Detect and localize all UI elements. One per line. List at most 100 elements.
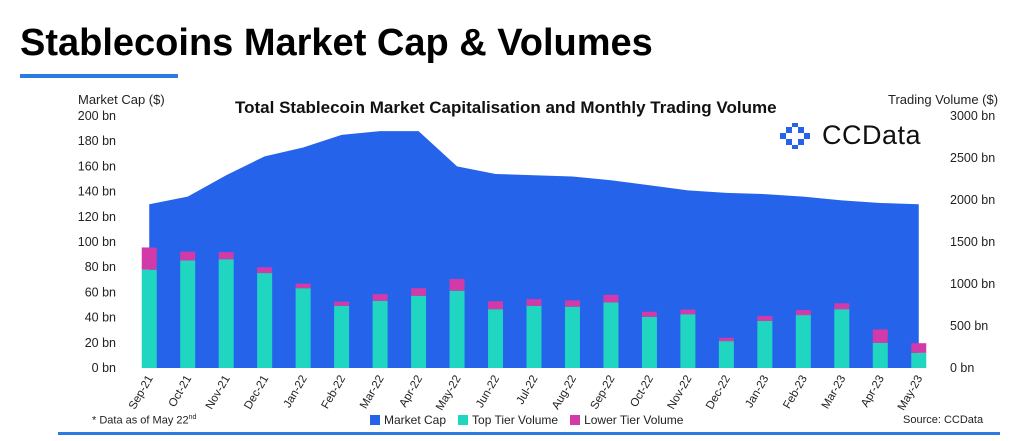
x-tick-label: Jan-23 (743, 374, 771, 410)
bar-lower-tier-Oct-21 (180, 251, 196, 261)
left-tick-label: 40 bn (85, 311, 116, 325)
bar-lower-tier-Apr-22 (411, 288, 427, 296)
bar-lower-tier-Aug-22 (564, 300, 580, 307)
bar-top-tier-May-23 (911, 352, 927, 368)
bar-lower-tier-Mar-22 (372, 294, 388, 301)
footnote: * Data as of May 22nd (92, 414, 196, 427)
bar-top-tier-Dec-22 (718, 341, 734, 368)
ccdata-logo-icon (780, 122, 810, 149)
bar-top-tier-Feb-23 (795, 315, 811, 368)
x-tick-label: Nov-22 (666, 374, 695, 412)
left-tick-label: 180 bn (78, 134, 116, 148)
bar-lower-tier-Nov-21 (218, 252, 234, 260)
page-title: Stablecoins Market Cap & Volumes (20, 22, 653, 64)
x-tick-label: Jun-22 (474, 374, 502, 410)
bar-top-tier-Jul-22 (526, 305, 542, 368)
legend-item-market-cap: Market Cap (370, 413, 446, 427)
source-note: Source: CCData (903, 414, 984, 426)
x-tick-label: Nov-21 (204, 374, 233, 412)
x-tick-label: Dec-21 (242, 374, 271, 412)
bar-lower-tier-Sep-22 (603, 294, 619, 303)
bar-top-tier-Apr-23 (872, 342, 888, 368)
legend-swatch-top-tier (458, 415, 469, 425)
x-tick-label: Jul-22 (515, 374, 541, 407)
x-tick-label: Apr-23 (859, 374, 887, 410)
bar-lower-tier-Jan-23 (757, 315, 773, 321)
left-tick-label: 120 bn (78, 210, 116, 224)
left-tick-label: 200 bn (78, 109, 116, 123)
bar-lower-tier-Jan-22 (295, 283, 311, 289)
bar-lower-tier-Oct-22 (641, 311, 657, 317)
left-tick-label: 20 bn (85, 336, 116, 350)
bar-lower-tier-Feb-22 (334, 301, 350, 306)
legend: Market Cap Top Tier Volume Lower Tier Vo… (370, 413, 695, 427)
left-tick-label: 80 bn (85, 260, 116, 274)
x-tick-label: Oct-21 (167, 374, 195, 410)
legend-swatch-lower-tier (570, 415, 581, 425)
bar-lower-tier-Jul-22 (526, 299, 542, 306)
legend-label-top-tier: Top Tier Volume (472, 413, 559, 427)
bar-top-tier-Apr-22 (411, 295, 427, 368)
x-tick-label: Feb-23 (781, 374, 810, 412)
legend-swatch-market-cap (370, 415, 380, 425)
bar-top-tier-Sep-22 (603, 302, 619, 368)
footnote-ordinal: nd (188, 414, 197, 421)
x-tick-label: Jan-22 (282, 374, 310, 410)
x-tick-label: May-22 (434, 374, 464, 413)
left-axis-title: Market Cap ($) (78, 92, 165, 107)
x-tick-label: Mar-22 (358, 374, 387, 412)
x-tick-label: May-23 (896, 374, 926, 413)
bar-lower-tier-May-22 (449, 278, 465, 291)
left-tick-label: 60 bn (85, 285, 116, 299)
left-tick-label: 100 bn (78, 235, 116, 249)
left-tick-label: 140 bn (78, 185, 116, 199)
bar-lower-tier-Sep-21 (141, 247, 157, 270)
footnote-text: * Data as of May 22 (92, 414, 189, 427)
bar-lower-tier-Mar-23 (834, 303, 850, 310)
bar-lower-tier-Dec-22 (718, 337, 734, 342)
ccdata-brand: CCData (780, 120, 921, 151)
bar-top-tier-Jun-22 (488, 309, 504, 368)
x-tick-label: Oct-22 (628, 374, 656, 410)
bar-top-tier-Feb-22 (334, 305, 350, 368)
bar-top-tier-Mar-22 (372, 300, 388, 368)
left-tick-label: 160 bn (78, 159, 116, 173)
bar-top-tier-Aug-22 (564, 306, 580, 368)
x-tick-label: Dec-22 (704, 374, 733, 412)
bar-lower-tier-May-23 (911, 343, 927, 353)
right-tick-label: 0 bn (950, 361, 974, 375)
bar-top-tier-Mar-23 (834, 309, 850, 368)
bar-top-tier-Sep-21 (141, 269, 157, 368)
bottom-rule (58, 432, 1000, 435)
bar-top-tier-Oct-22 (641, 316, 657, 368)
brand-name: CCData (822, 120, 922, 150)
x-tick-label: Feb-22 (320, 374, 349, 412)
right-tick-label: 3000 bn (950, 109, 995, 123)
legend-item-top-tier: Top Tier Volume (458, 413, 558, 427)
x-tick-label: Sep-21 (127, 374, 156, 412)
bar-top-tier-May-22 (449, 290, 465, 368)
bar-top-tier-Oct-21 (180, 260, 196, 368)
bar-top-tier-Jan-23 (757, 320, 773, 368)
right-tick-label: 2500 bn (950, 151, 995, 165)
right-tick-label: 1000 bn (950, 277, 995, 291)
chart-title: Total Stablecoin Market Capitalisation a… (235, 98, 777, 117)
right-axis-title: Trading Volume ($) (888, 92, 999, 107)
x-tick-label: Mar-23 (820, 374, 849, 412)
x-tick-label: Sep-22 (589, 374, 618, 412)
bar-lower-tier-Feb-23 (795, 310, 811, 316)
bar-top-tier-Dec-21 (257, 273, 273, 368)
legend-label-lower-tier: Lower Tier Volume (584, 413, 684, 427)
bar-top-tier-Nov-21 (218, 259, 234, 368)
bar-lower-tier-Dec-21 (257, 267, 273, 274)
right-tick-label: 1500 bn (950, 235, 995, 249)
bar-lower-tier-Jun-22 (488, 301, 504, 310)
bar-lower-tier-Apr-23 (872, 329, 888, 343)
legend-item-lower-tier: Lower Tier Volume (570, 413, 683, 427)
bar-lower-tier-Nov-22 (680, 309, 696, 315)
bar-top-tier-Jan-22 (295, 288, 311, 368)
right-tick-label: 2000 bn (950, 193, 995, 207)
legend-label-market-cap: Market Cap (384, 413, 447, 427)
bar-top-tier-Nov-22 (680, 314, 696, 368)
